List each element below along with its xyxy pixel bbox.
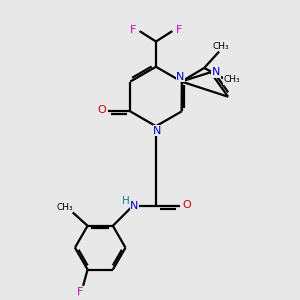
Text: F: F bbox=[176, 25, 182, 34]
Text: F: F bbox=[77, 287, 83, 297]
Text: CH₃: CH₃ bbox=[224, 75, 240, 84]
Text: H: H bbox=[122, 196, 130, 206]
Text: CH₃: CH₃ bbox=[56, 202, 73, 211]
Text: O: O bbox=[183, 200, 191, 210]
Text: N: N bbox=[153, 126, 162, 136]
Text: N: N bbox=[176, 72, 184, 82]
Text: N: N bbox=[130, 202, 139, 212]
Text: N: N bbox=[212, 67, 220, 77]
Text: O: O bbox=[97, 105, 106, 115]
Text: F: F bbox=[130, 25, 136, 34]
Text: CH₃: CH₃ bbox=[212, 42, 229, 51]
